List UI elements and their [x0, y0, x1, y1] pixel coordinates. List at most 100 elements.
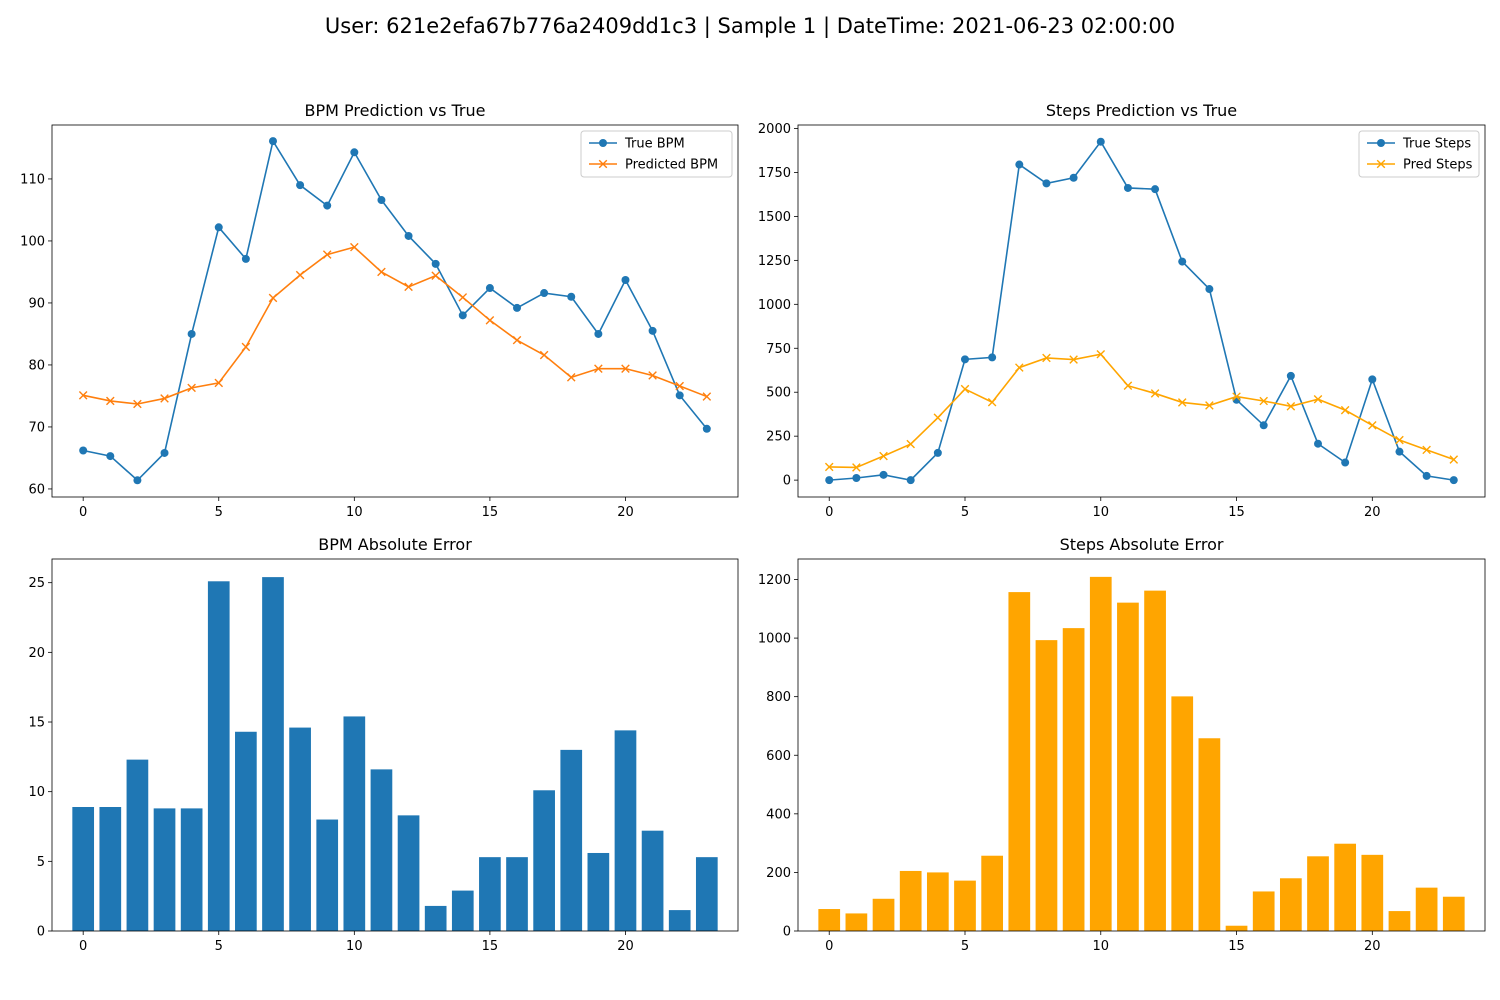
data-point: [1096, 137, 1105, 146]
y-tick-label: 1250: [758, 254, 791, 269]
bar: [641, 830, 664, 931]
data-point: [458, 311, 467, 320]
legend-marker: [599, 139, 607, 147]
data-point: [648, 326, 657, 335]
data-point: [1395, 435, 1404, 445]
data-point: [906, 439, 915, 449]
data-point: [987, 397, 997, 407]
bar: [1388, 911, 1411, 931]
y-tick-label: 250: [766, 430, 791, 445]
y-tick-label: 0: [783, 474, 791, 489]
subplot-2: Steps Prediction vs True 0 5 10 15 20 0 250 500 7…: [758, 101, 1486, 520]
bar: [818, 909, 841, 931]
data-point: [160, 394, 169, 403]
data-point: [1232, 392, 1241, 401]
data-point: [1123, 183, 1132, 192]
data-point: [1150, 389, 1160, 398]
data-point: [988, 353, 997, 362]
data-point: [675, 381, 684, 391]
legend-label: True BPM: [624, 137, 685, 152]
series-line: [829, 353, 1455, 469]
data-point: [78, 391, 88, 400]
data-point: [539, 350, 549, 360]
y-tick-label: 60: [28, 482, 45, 497]
data-point: [431, 259, 440, 268]
bar: [126, 759, 149, 931]
data-point: [377, 267, 386, 277]
bar: [1035, 640, 1058, 931]
bar: [479, 857, 501, 931]
bar: [872, 898, 895, 931]
data-point: [241, 254, 250, 263]
figure-title: User: 621e2efa67b776a2409dd1c3 | Sample …: [324, 14, 1176, 38]
bar: [1279, 878, 1302, 931]
data-point: [350, 242, 359, 252]
subplot-title: BPM Prediction vs True: [305, 101, 486, 120]
data-point: [1069, 173, 1078, 182]
bar: [451, 890, 474, 931]
legend-marker: [598, 159, 608, 169]
subplot-3: BPM Absolute Error 0 5 10 15 20 0 5 10 15 20 25: [28, 535, 739, 954]
bar: [99, 807, 122, 931]
bar: [506, 857, 528, 931]
y-tick-label: 2000: [758, 122, 791, 137]
y-tick-label: 0: [783, 925, 791, 940]
data-point: [933, 413, 943, 423]
data-point: [621, 364, 630, 373]
y-tick-label: 100: [20, 234, 45, 249]
y-tick-label: 750: [766, 342, 791, 357]
data-point: [295, 270, 305, 280]
data-point: [268, 137, 277, 146]
legend-box: [580, 130, 733, 178]
y-tick-label: 1750: [758, 166, 791, 181]
data-point: [1422, 471, 1431, 480]
bar: [1307, 856, 1329, 931]
bar: [424, 905, 447, 931]
data-point: [1205, 285, 1214, 294]
data-point: [133, 476, 142, 485]
bar: [954, 880, 976, 931]
series-line: [829, 140, 1454, 481]
x-tick-label: 20: [1364, 505, 1381, 520]
data-point: [485, 284, 494, 293]
bar: [533, 790, 555, 931]
bar: [1062, 628, 1085, 931]
data-point: [648, 371, 657, 380]
x-tick-label: 10: [1092, 505, 1109, 520]
data-point: [1123, 381, 1133, 391]
data-point: [1286, 371, 1295, 380]
legend-label: Predicted BPM: [625, 158, 718, 173]
bar: [1334, 843, 1357, 931]
data-point: [1096, 349, 1106, 359]
bar: [1117, 602, 1139, 931]
data-point: [1042, 353, 1051, 363]
bar: [1442, 896, 1465, 931]
data-point: [485, 316, 495, 325]
y-tick-label: 500: [766, 386, 791, 401]
y-tick-label: 1000: [758, 632, 791, 647]
data-point: [1178, 257, 1187, 266]
legend-label: Pred Steps: [1403, 158, 1473, 173]
data-point: [241, 342, 251, 352]
bar: [180, 808, 203, 931]
data-point: [323, 201, 332, 210]
x-tick-label: 20: [617, 939, 634, 954]
x-tick-label: 0: [825, 505, 833, 520]
data-point: [187, 329, 196, 338]
bar: [1008, 592, 1031, 931]
bar: [1361, 854, 1384, 931]
data-point: [1069, 355, 1078, 364]
data-point: [702, 424, 711, 433]
data-point: [852, 474, 861, 483]
bar: [207, 581, 230, 931]
data-point: [106, 396, 115, 406]
axes-frame: [797, 124, 1486, 498]
data-point: [1205, 401, 1214, 410]
bar: [614, 730, 637, 931]
bar: [668, 910, 691, 931]
subplot-title: Steps Absolute Error: [1060, 535, 1224, 554]
data-point: [214, 378, 224, 388]
y-tick-label: 5: [37, 855, 45, 870]
